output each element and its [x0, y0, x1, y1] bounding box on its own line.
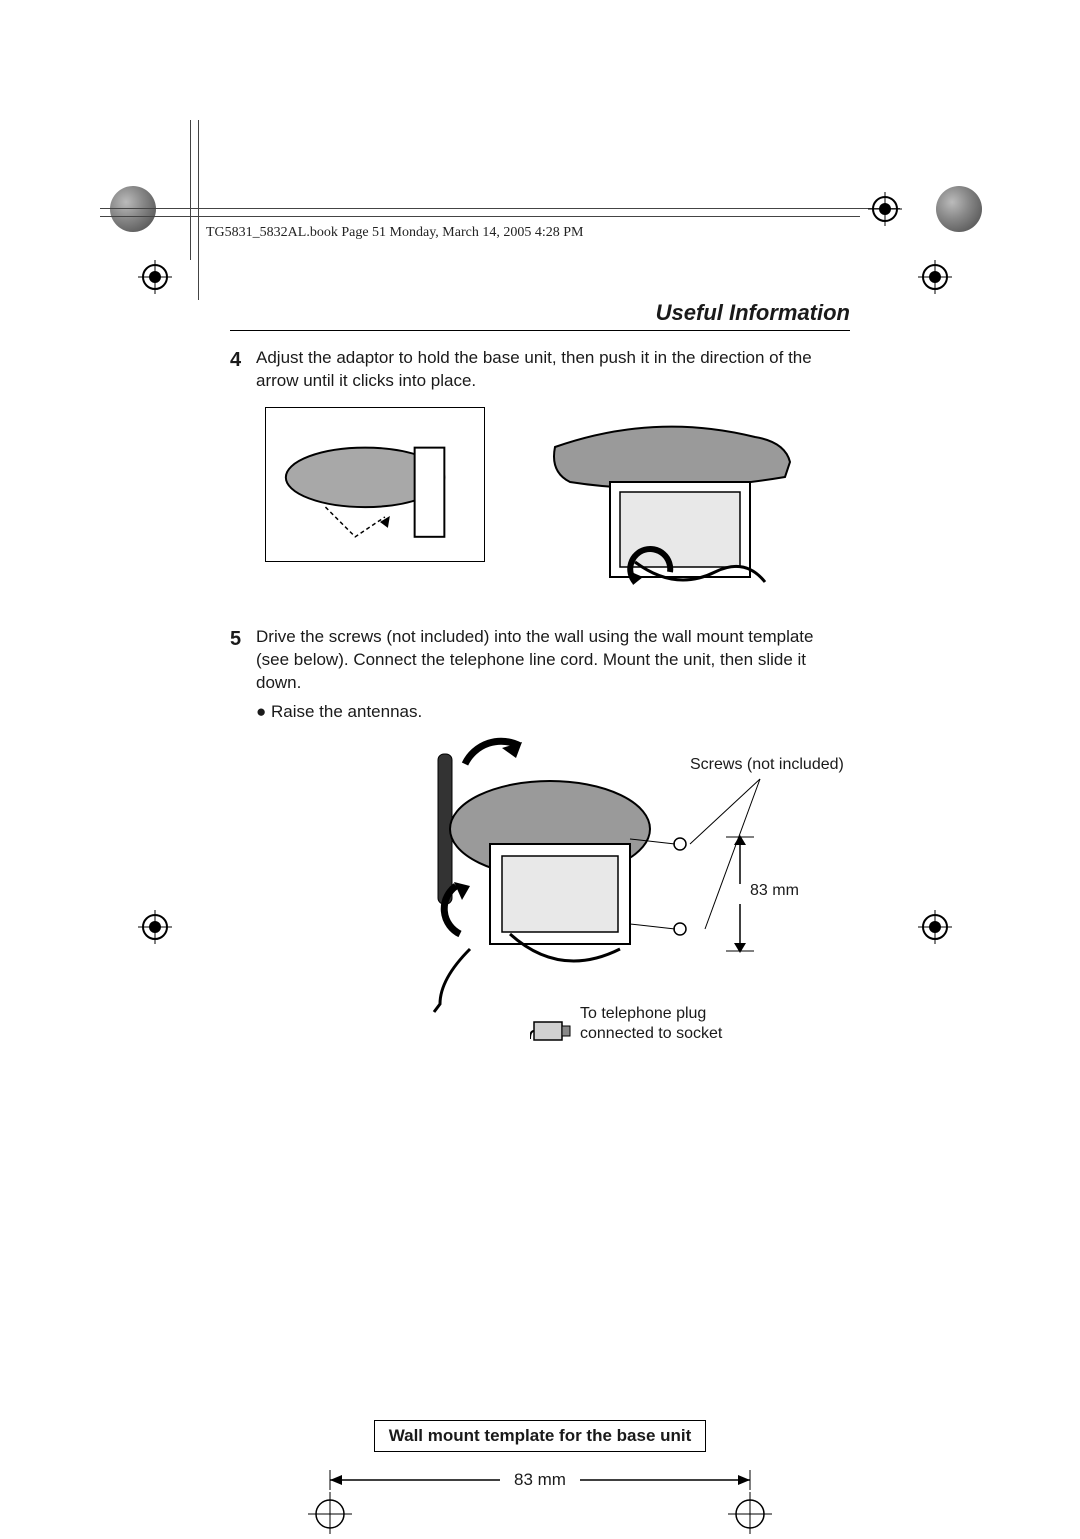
title-rule	[230, 330, 850, 331]
plug-label: To telephone plug connected to socket	[580, 1004, 722, 1046]
step-number: 4	[230, 347, 246, 393]
registration-mark-icon	[868, 192, 902, 226]
registration-mark-icon	[138, 260, 172, 294]
template-ruler: 83 mm	[230, 1464, 850, 1534]
registration-mark-icon	[918, 910, 952, 944]
crop-line	[190, 120, 191, 260]
step5-text: Drive the screws (not included) into the…	[256, 627, 814, 692]
bullet-text: Raise the antennas.	[271, 702, 422, 721]
step-text: Adjust the adaptor to hold the base unit…	[256, 347, 850, 393]
step5-figure-region: Screws (not included) 83 mm To telephone…	[230, 734, 850, 1094]
crop-line	[100, 216, 860, 217]
crop-line	[198, 120, 199, 300]
step5-figure	[430, 734, 690, 1034]
template-title: Wall mount template for the base unit	[374, 1420, 707, 1452]
step-4: 4 Adjust the adaptor to hold the base un…	[230, 347, 850, 393]
registration-mark-icon	[138, 910, 172, 944]
pointer-lines	[670, 774, 790, 944]
telephone-plug-icon	[530, 1014, 574, 1048]
print-sphere-icon	[110, 186, 156, 232]
print-sphere-icon	[936, 186, 982, 232]
step4-figure-left	[265, 407, 485, 562]
plug-label-line2: connected to socket	[580, 1025, 722, 1042]
step4-figure-right	[515, 407, 815, 602]
step-number: 5	[230, 626, 246, 724]
crop-line	[100, 208, 900, 209]
registration-mark-icon	[918, 260, 952, 294]
step-5: 5 Drive the screws (not included) into t…	[230, 626, 850, 724]
spacing-label: 83 mm	[750, 882, 799, 900]
manual-page: TG5831_5832AL.book Page 51 Monday, March…	[0, 0, 1080, 1528]
bookmark-header: TG5831_5832AL.book Page 51 Monday, March…	[206, 225, 583, 241]
content-area: Useful Information 4 Adjust the adaptor …	[230, 300, 850, 1094]
screws-label: Screws (not included)	[690, 756, 844, 774]
step5-bullet: ● Raise the antennas.	[256, 701, 850, 724]
wall-mount-template: Wall mount template for the base unit	[230, 1420, 850, 1534]
template-dimension-label: 83 mm	[230, 1470, 850, 1490]
plug-label-line1: To telephone plug	[580, 1005, 706, 1022]
section-title: Useful Information	[230, 300, 850, 326]
step4-figures	[230, 407, 850, 602]
step-text: Drive the screws (not included) into the…	[256, 626, 850, 724]
